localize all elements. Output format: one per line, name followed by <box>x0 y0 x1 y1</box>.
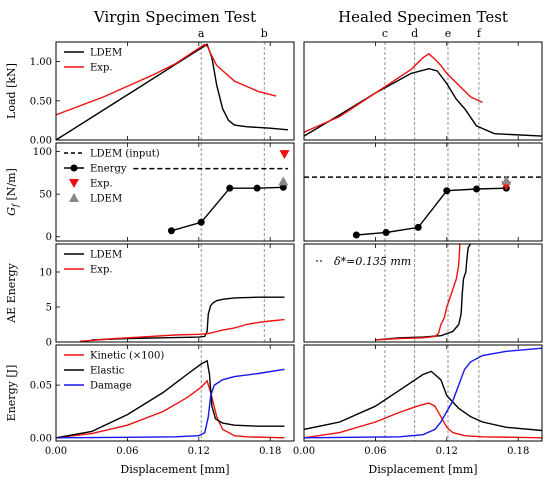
healed-energy-frame <box>303 344 543 442</box>
virgin-energy-legend-label: Elastic <box>90 366 125 377</box>
healed-gf-energy-point <box>473 185 481 193</box>
virgin-ae-ytick-label: 5 <box>46 303 52 314</box>
virgin-load-series-ldem <box>56 43 289 140</box>
left-xlabel: Displacement [mm] <box>120 463 229 476</box>
right-title: Healed Specimen Test <box>338 8 508 26</box>
virgin-gf-energy-point <box>167 227 175 235</box>
virgin-gf-ylabel: Gf [N/m] <box>5 168 20 216</box>
virgin-gf-energy-point <box>279 183 287 191</box>
virgin-energy-series-damage <box>56 368 285 439</box>
virgin-load-legend-label: Exp. <box>90 63 113 74</box>
virgin-ae-series-ldem <box>91 296 285 341</box>
virgin-energy-legend-label: Damage <box>90 381 132 392</box>
virgin-gf-ytick-label: 50 <box>39 190 52 201</box>
virgin-ae-ytick-label: 10 <box>39 268 52 279</box>
virgin-gf-legend-label: LDEM <box>90 194 122 205</box>
healed-energy-xtick-label: 0.12 <box>436 446 458 457</box>
healed-energy-series-kinetic <box>304 402 542 439</box>
healed-gf-panel <box>303 142 543 242</box>
virgin-energy-ylabel: Energy [J] <box>5 365 18 422</box>
healed-energy-xtick-label: 0.18 <box>507 446 529 457</box>
healed-load-panel <box>303 41 543 141</box>
virgin-gf-energy-point <box>226 184 234 192</box>
healed-energy-xtick-label: 0.06 <box>364 446 386 457</box>
virgin-energy-xtick-label: 0.12 <box>188 446 210 457</box>
healed-gf-marker-ldem <box>501 175 512 185</box>
healed-gf-energy-point <box>443 187 451 195</box>
virgin-gf-series-energy <box>171 186 284 232</box>
healed-ae-frame <box>303 243 543 343</box>
virgin-load-frame <box>55 41 295 141</box>
virgin-ae-ylabel: AE Energy <box>5 262 18 323</box>
healed-load-frame <box>303 41 543 141</box>
virgin-energy-ytick-label: 0.00 <box>30 433 52 444</box>
virgin-gf-panel: 0 50 100 Gf [N/m] LDEM (input) Energy Exp. LDEM <box>5 142 295 243</box>
virgin-ae-frame <box>55 243 295 343</box>
marker-letter: b <box>261 27 268 40</box>
gf-subscript: f <box>11 202 20 208</box>
virgin-gf-ytick-label: 100 <box>33 147 52 158</box>
marker-letter: e <box>445 27 452 40</box>
virgin-energy-series-kinetic <box>56 379 285 439</box>
healed-ae-panel: δ*=0.135 mm <box>303 243 543 343</box>
virgin-energy-xtick-label: 0.00 <box>45 446 67 457</box>
virgin-load-ytick-label: 1.00 <box>30 57 52 68</box>
virgin-load-series-exp <box>56 43 277 116</box>
virgin-gf-frame <box>55 142 295 242</box>
virgin-ae-legend-label: LDEM <box>90 250 122 261</box>
virgin-energy-legend-label: Kinetic (×100) <box>90 351 164 362</box>
virgin-load-ytick-label: 0.00 <box>30 136 52 147</box>
virgin-load-panel: 0.00 0.50 1.00 Load [kN] LDEM Exp. <box>5 41 295 147</box>
virgin-gf-energy-point <box>253 184 261 192</box>
virgin-gf-ytick-label: 0 <box>46 232 52 243</box>
gf-units: [N/m] <box>5 168 18 204</box>
virgin-load-ylabel: Load [kN] <box>5 63 18 119</box>
virgin-load-ytick-label: 0.50 <box>30 96 52 107</box>
virgin-ae-ytick-label: 0 <box>46 338 52 349</box>
virgin-gf-legend-swatch-dot <box>70 164 78 172</box>
virgin-energy-series-elastic <box>56 359 285 439</box>
virgin-gf-energy-point <box>197 218 205 226</box>
virgin-gf-marker-exp <box>279 150 290 160</box>
marker-letter: c <box>382 27 388 40</box>
virgin-gf-legend-label: Exp. <box>90 179 113 190</box>
virgin-gf-legend-swatch <box>69 193 79 202</box>
healed-energy-series-damage <box>304 347 542 439</box>
virgin-energy-xtick-label: 0.06 <box>116 446 138 457</box>
healed-load-series-ldem <box>304 67 542 137</box>
virgin-energy-panel: 0.00 0.06 0.12 0.18 0.00 0.05 Energy [J] Kineti… <box>5 344 295 457</box>
virgin-gf-legend-label: LDEM (input) <box>90 149 160 160</box>
right-xlabel: Displacement [mm] <box>368 463 477 476</box>
virgin-energy-xtick-label: 0.18 <box>259 446 281 457</box>
healed-ae-series-exp <box>375 244 461 341</box>
healed-ae-annotation: δ*=0.135 mm <box>334 255 411 268</box>
marker-letter: a <box>198 27 205 40</box>
marker-letter: d <box>411 27 418 40</box>
virgin-load-legend-label: LDEM <box>90 48 122 59</box>
virgin-energy-frame <box>55 344 295 442</box>
virgin-gf-legend-swatch <box>69 179 79 188</box>
gf-symbol: G <box>5 207 18 216</box>
virgin-ae-panel: 0 5 10 AE Energy LDEM Exp. <box>5 243 295 349</box>
virgin-gf-marker-ldem <box>278 176 289 186</box>
marker-letter: f <box>477 27 482 40</box>
healed-gf-energy-point <box>352 231 360 239</box>
healed-gf-frame <box>303 142 543 242</box>
healed-energy-xtick-label: 0.00 <box>293 446 315 457</box>
virgin-gf-legend-label: Energy <box>90 164 127 175</box>
healed-gf-energy-point <box>414 223 422 231</box>
virgin-ae-legend-label: Exp. <box>90 265 113 276</box>
healed-gf-energy-point <box>382 228 390 236</box>
left-title: Virgin Specimen Test <box>93 8 256 26</box>
healed-energy-panel: 0.00 0.06 0.12 0.18 <box>293 344 543 457</box>
virgin-energy-ytick-label: 0.05 <box>30 381 52 392</box>
virgin-ae-series-exp <box>79 318 285 342</box>
healed-energy-series-elastic <box>304 370 542 432</box>
healed-load-series-exp <box>304 52 483 133</box>
healed-gf-series-energy <box>356 187 507 236</box>
